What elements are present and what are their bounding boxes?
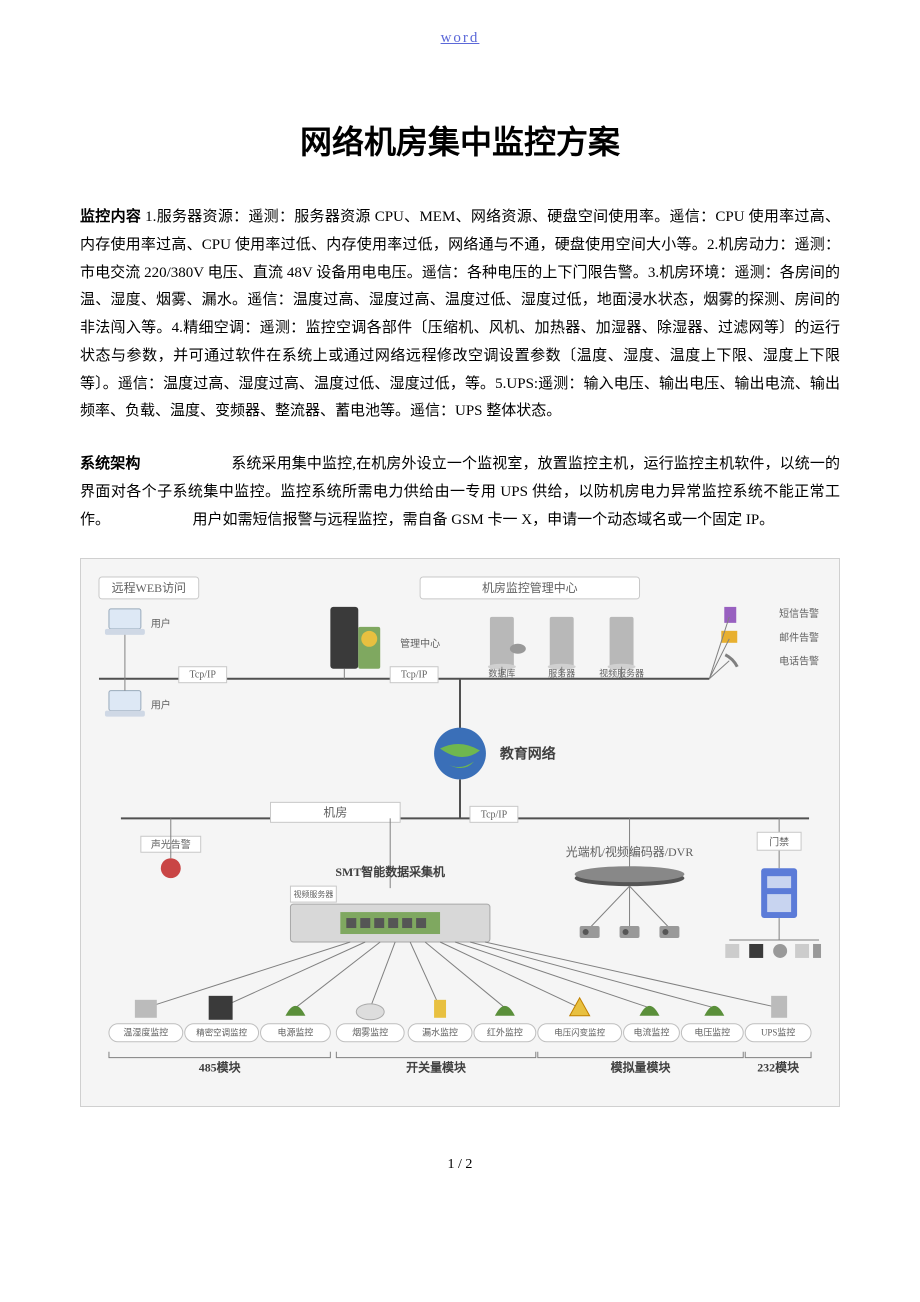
door-sub-5 <box>813 944 821 958</box>
svg-text:电话告警: 电话告警 <box>779 655 819 668</box>
optical-device <box>575 866 685 886</box>
svg-text:用户: 用户 <box>151 617 171 630</box>
db-tower: 数据库 <box>488 617 526 679</box>
door-sub-3 <box>773 944 787 958</box>
svg-text:电压闪变监控: 电压闪变监控 <box>554 1028 605 1038</box>
mgmt-center-box-label: 机房监控管理中心 <box>482 580 578 595</box>
door-device <box>761 868 797 918</box>
svg-text:UPS监控: UPS监控 <box>761 1027 795 1038</box>
tcpip-center-label: Tcp/IP <box>401 670 428 681</box>
svg-text:用户: 用户 <box>151 699 171 712</box>
user-laptop-2: 用户 <box>105 691 171 717</box>
cam-link1 <box>590 886 630 928</box>
jifang-label: 机房 <box>323 805 347 820</box>
svg-text:485模块: 485模块 <box>199 1060 241 1075</box>
alarm-email: 邮件告警 <box>721 631 819 644</box>
smt-label: SMT智能数据采集机 <box>335 864 445 879</box>
svg-text:模拟量模块: 模拟量模块 <box>611 1060 671 1075</box>
server-tower: 服务器 <box>548 617 576 679</box>
svg-text:烟雾监控: 烟雾监控 <box>352 1027 388 1038</box>
svg-text:视频服务器: 视频服务器 <box>293 889 333 899</box>
svg-text:232模块: 232模块 <box>757 1060 799 1075</box>
module-row: 485模块 开关量模块 模拟量模块 232模块 <box>109 1052 811 1075</box>
svg-text:邮件告警: 邮件告警 <box>779 631 819 644</box>
svg-text:温湿度监控: 温湿度监控 <box>123 1027 168 1038</box>
camera-1 <box>580 926 600 938</box>
svg-text:电流监控: 电流监控 <box>634 1027 670 1038</box>
camera-2 <box>620 926 640 938</box>
svg-text:电源监控: 电源监控 <box>278 1027 314 1038</box>
camera-3 <box>659 926 679 938</box>
video-server-tower: 视频服务器 <box>599 617 644 679</box>
architecture-diagram: 远程WEB访问 机房监控管理中心 用户 用户 Tcp/IP 管理中心 Tcp/I… <box>80 558 840 1107</box>
door-sub-4 <box>795 944 809 958</box>
para1-body: 1.服务器资源：遥测：服务器资源 CPU、MEM、网络资源、硬盘空间使用率。遥信… <box>80 209 840 419</box>
alarm-sms: 短信告警 <box>724 607 819 623</box>
para1-lead: 监控内容 <box>80 208 141 225</box>
svg-text:开关量模块: 开关量模块 <box>406 1060 466 1075</box>
globe-icon <box>434 728 486 780</box>
diagram-svg: 远程WEB访问 机房监控管理中心 用户 用户 Tcp/IP 管理中心 Tcp/I… <box>91 569 829 1088</box>
door-sub-1 <box>725 944 739 958</box>
para2-body: 系统采用集中监控,在机房外设立一个监视室，放置监控主机，运行监控主机软件，以统一… <box>80 456 840 528</box>
sensor-icons <box>135 996 787 1020</box>
svg-text:红外监控: 红外监控 <box>487 1027 523 1038</box>
cam-link3 <box>630 886 670 928</box>
svg-text:数据库: 数据库 <box>488 668 515 679</box>
svg-text:短信告警: 短信告警 <box>779 607 819 620</box>
menjin-label: 门禁 <box>769 836 789 849</box>
pill-row: 温湿度监控 精密空调监控 电源监控 烟雾监控 漏水监控 红外监控 电压闪变监控 … <box>109 1024 811 1042</box>
page-number: 1 / 2 <box>80 1157 840 1173</box>
svg-text:电压监控: 电压监控 <box>694 1027 730 1038</box>
optical-label: 光端机/视频编码器/DVR <box>566 844 694 859</box>
alarm-link2 <box>709 639 729 679</box>
svg-text:漏水监控: 漏水监控 <box>422 1027 458 1038</box>
sound-light-alarm: 声光告警 <box>141 819 201 879</box>
door-sub-2 <box>749 944 763 958</box>
smt-fanout <box>146 942 779 1008</box>
paragraph-monitoring-content: 监控内容 1.服务器资源：遥测：服务器资源 CPU、MEM、网络资源、硬盘空间使… <box>80 203 840 426</box>
svg-text:视频服务器: 视频服务器 <box>599 668 644 679</box>
smt-device: 视频服务器 <box>290 886 489 942</box>
header-word-link: word <box>80 30 840 47</box>
user-laptop-1: 用户 <box>105 609 171 635</box>
svg-text:管理中心: 管理中心 <box>400 637 440 650</box>
para2-lead: 系统架构 <box>80 455 141 472</box>
svg-text:精密空调监控: 精密空调监控 <box>196 1028 247 1038</box>
document-title: 网络机房集中监控方案 <box>80 117 840 163</box>
tcpip-left-label: Tcp/IP <box>189 670 216 681</box>
edu-net-label: 教育网络 <box>500 746 556 763</box>
alarm-phone: 电话告警 <box>725 655 819 668</box>
paragraph-architecture: 系统架构 系统采用集中监控,在机房外设立一个监视室，放置监控主机，运行监控主机软… <box>80 450 840 534</box>
svg-text:服务器: 服务器 <box>548 668 575 679</box>
remote-web-label: 远程WEB访问 <box>112 580 186 595</box>
tcpip-mid-label: Tcp/IP <box>481 810 508 821</box>
